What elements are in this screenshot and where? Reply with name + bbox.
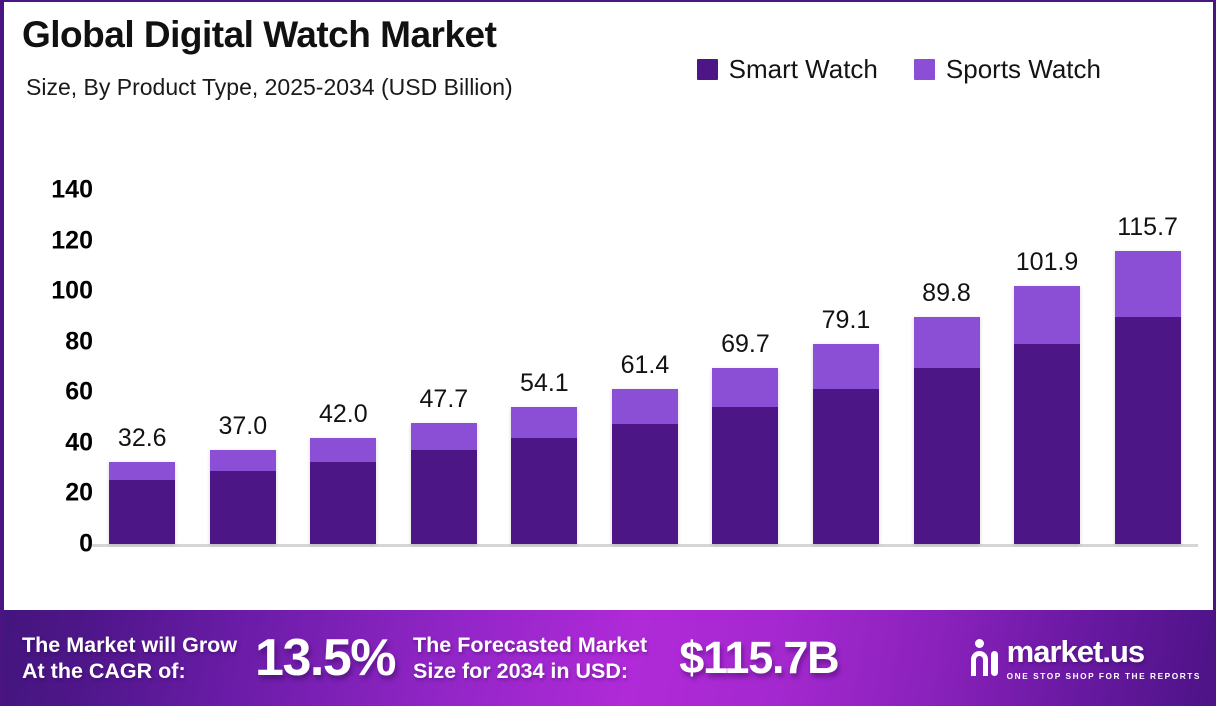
- legend-swatch-smart-watch: [696, 59, 718, 80]
- bar-segment-smart-watch[interactable]: [511, 438, 578, 544]
- y-axis-tick: 100: [51, 276, 93, 305]
- bar-segment-sports-watch[interactable]: [310, 437, 377, 462]
- bar-total-label: 115.7: [1117, 213, 1178, 242]
- bar-group[interactable]: 115.7: [1097, 112, 1198, 544]
- bar-segment-smart-watch[interactable]: [1014, 343, 1081, 544]
- bar-segment-smart-watch[interactable]: [611, 423, 678, 544]
- forecast-value: $115.7B: [679, 632, 839, 683]
- bar-total-label: 101.9: [1015, 248, 1079, 277]
- bar-stack[interactable]: [310, 437, 377, 544]
- market-us-logo[interactable]: market.us ONE STOP SHOP FOR THE REPORTS: [970, 636, 1201, 681]
- bar-stack[interactable]: [712, 367, 779, 544]
- bar-stack[interactable]: [611, 388, 678, 544]
- bar-group[interactable]: 89.8: [896, 112, 997, 544]
- logo-arc-icon: [970, 650, 988, 676]
- bar-stack[interactable]: [511, 407, 578, 544]
- y-axis-tick: 40: [65, 428, 93, 457]
- bar-total-label: 89.8: [922, 278, 971, 307]
- bar-segment-sports-watch[interactable]: [1114, 251, 1181, 317]
- bar-total-label: 42.0: [318, 399, 368, 428]
- bar-group[interactable]: 42.0: [293, 112, 394, 544]
- bar-stack[interactable]: [209, 450, 276, 544]
- cagr-caption-line1: The Market will Grow: [22, 632, 238, 657]
- forecast-caption: The Forecasted Market Size for 2034 in U…: [413, 632, 647, 684]
- bar-total-label: 54.1: [520, 369, 569, 398]
- bar-group[interactable]: 69.7: [695, 112, 796, 544]
- bar-segment-smart-watch[interactable]: [209, 471, 276, 544]
- y-axis-tick: 140: [51, 175, 93, 204]
- cagr-caption: The Market will Grow At the CAGR of:: [22, 632, 237, 684]
- bar-total-label: 69.7: [721, 329, 770, 358]
- legend-swatch-sports-watch: [913, 59, 935, 80]
- bar-total-label: 47.7: [419, 385, 469, 414]
- legend-label-sports-watch: Sports Watch: [945, 54, 1101, 84]
- bar-total-label: 37.0: [218, 412, 268, 441]
- chart-legend: Smart Watch Sports Watch: [696, 54, 1101, 85]
- y-axis-tick: 60: [65, 377, 93, 406]
- bar-total-label: 79.1: [821, 306, 871, 334]
- logo-mark-icon: [970, 638, 998, 676]
- bar-segment-smart-watch[interactable]: [1114, 316, 1181, 544]
- logo-wordmark: market.us ONE STOP SHOP FOR THE REPORTS: [1007, 636, 1201, 681]
- bar-segment-sports-watch[interactable]: [109, 461, 176, 481]
- bar-segment-sports-watch[interactable]: [812, 344, 879, 389]
- cagr-value: 13.5%: [255, 629, 396, 687]
- bar-stack[interactable]: [410, 423, 477, 544]
- x-axis-line: [92, 544, 1198, 547]
- bar-segment-sports-watch[interactable]: [611, 388, 678, 424]
- bar-segment-smart-watch[interactable]: [410, 450, 477, 544]
- bar-total-label: 32.6: [117, 423, 167, 452]
- bar-total-label: 61.4: [620, 350, 670, 379]
- bar-segment-smart-watch[interactable]: [913, 367, 980, 544]
- bar-stack[interactable]: [1014, 286, 1081, 544]
- bar-segment-smart-watch[interactable]: [712, 406, 779, 544]
- logo-name: market.us: [1006, 633, 1145, 669]
- logo-dot-icon: [974, 638, 984, 648]
- page-title: Global Digital Watch Market: [22, 14, 497, 55]
- logo-dot-arc-group: [970, 638, 988, 676]
- bar-segment-sports-watch[interactable]: [1014, 286, 1081, 344]
- summary-banner: The Market will Grow At the CAGR of: 13.…: [4, 610, 1213, 706]
- forecast-caption-line2: Size for 2034 in USD:: [413, 659, 629, 683]
- bar-stack[interactable]: [1114, 251, 1181, 544]
- bar-segment-smart-watch[interactable]: [812, 389, 879, 544]
- chart-subtitle: Size, By Product Type, 2025-2034 (USD Bi…: [26, 74, 513, 100]
- bar-segment-sports-watch[interactable]: [410, 423, 477, 451]
- bar-segment-smart-watch[interactable]: [310, 461, 377, 544]
- y-axis-tick: 0: [79, 529, 93, 558]
- legend-label-smart-watch: Smart Watch: [728, 54, 878, 84]
- bar-segment-sports-watch[interactable]: [209, 450, 276, 472]
- bar-series-container: 32.6 37.0 42.0 47.7 54.1 61.4 69.7 79.1 89.8 101.…: [92, 112, 1198, 544]
- bar-group[interactable]: 32.6: [92, 112, 193, 544]
- plot-area: 140 120 100 80 60 40 20 0 32.6 37.0 42.0 47.7 54.1 6…: [4, 112, 1213, 602]
- bar-segment-sports-watch[interactable]: [712, 367, 779, 407]
- logo-tagline: ONE STOP SHOP FOR THE REPORTS: [1006, 670, 1201, 681]
- bar-segment-sports-watch[interactable]: [511, 407, 578, 439]
- bar-group[interactable]: 54.1: [494, 112, 595, 544]
- bar-group[interactable]: 47.7: [394, 112, 495, 544]
- bar-stack[interactable]: [109, 461, 176, 544]
- bar-segment-sports-watch[interactable]: [913, 316, 980, 368]
- bar-stack[interactable]: [913, 316, 980, 544]
- bar-group[interactable]: 101.9: [997, 112, 1098, 544]
- bar-stack[interactable]: [812, 344, 879, 544]
- chart-header: Global Digital Watch Market Size, By Pro…: [4, 2, 1213, 112]
- legend-item-sports-watch[interactable]: Sports Watch: [913, 54, 1101, 85]
- legend-item-smart-watch[interactable]: Smart Watch: [696, 54, 878, 85]
- y-axis-tick: 20: [65, 478, 93, 507]
- forecast-caption-line1: The Forecasted Market: [413, 632, 648, 657]
- bar-group[interactable]: 61.4: [595, 112, 696, 544]
- cagr-caption-line2: At the CAGR of:: [22, 659, 186, 683]
- bar-group[interactable]: 37.0: [193, 112, 294, 544]
- y-axis-tick: 80: [65, 327, 93, 356]
- bar-segment-smart-watch[interactable]: [109, 480, 176, 544]
- bar-group[interactable]: 79.1: [796, 112, 897, 544]
- y-axis-tick: 120: [51, 226, 93, 255]
- logo-bar-icon: [990, 650, 998, 676]
